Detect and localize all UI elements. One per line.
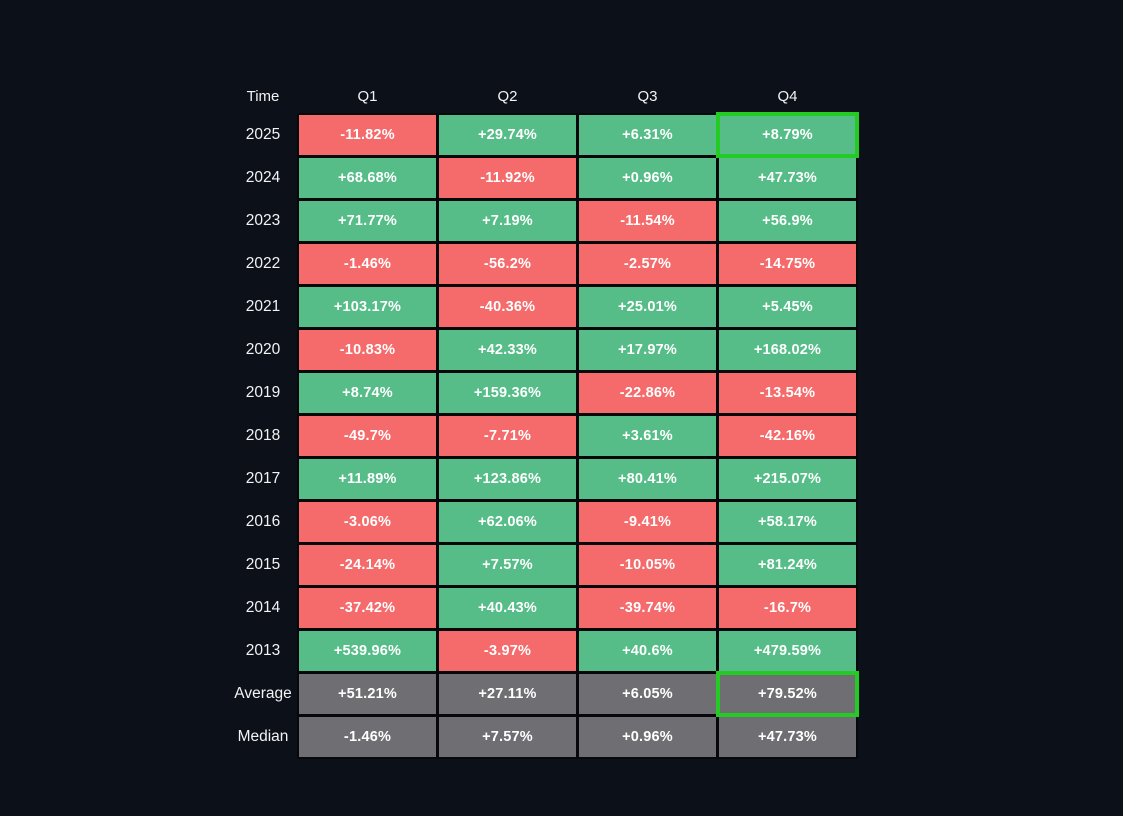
cell-2015-q1[interactable]: -24.14% [299, 545, 436, 585]
cell-2022-q4[interactable]: -14.75% [719, 244, 856, 284]
cell-2013-q2[interactable]: -3.97% [439, 631, 576, 671]
cell-2017-q1[interactable]: +11.89% [299, 459, 436, 499]
row-label-average: Average [234, 685, 292, 702]
row-label-2016: 2016 [245, 513, 281, 530]
cell-2024-q4[interactable]: +47.73% [719, 158, 856, 198]
row-label-2018: 2018 [245, 427, 281, 444]
cell-2020-q1[interactable]: -10.83% [299, 330, 436, 370]
cell-2021-q1[interactable]: +103.17% [299, 287, 436, 327]
cell-2014-q3[interactable]: -39.74% [579, 588, 716, 628]
col-header-q3: Q3 [637, 87, 658, 105]
cell-2015-q2[interactable]: +7.57% [439, 545, 576, 585]
cell-2023-q3[interactable]: -11.54% [579, 201, 716, 241]
cell-average-q2[interactable]: +27.11% [439, 674, 576, 714]
cell-median-q3[interactable]: +0.96% [579, 717, 716, 757]
cell-average-q4[interactable]: +79.52% [716, 671, 859, 717]
row-label-2013: 2013 [245, 642, 281, 659]
cell-2025-q3[interactable]: +6.31% [579, 115, 716, 155]
cell-2021-q3[interactable]: +25.01% [579, 287, 716, 327]
cell-median-q2[interactable]: +7.57% [439, 717, 576, 757]
cell-2014-q2[interactable]: +40.43% [439, 588, 576, 628]
cell-2016-q1[interactable]: -3.06% [299, 502, 436, 542]
cell-2023-q2[interactable]: +7.19% [439, 201, 576, 241]
row-label-2025: 2025 [245, 126, 281, 143]
col-header-q4: Q4 [777, 87, 798, 105]
col-header-q2: Q2 [497, 87, 518, 105]
cell-2016-q2[interactable]: +62.06% [439, 502, 576, 542]
cell-2019-q3[interactable]: -22.86% [579, 373, 716, 413]
cell-2019-q2[interactable]: +159.36% [439, 373, 576, 413]
cell-2014-q1[interactable]: -37.42% [299, 588, 436, 628]
cell-2024-q3[interactable]: +0.96% [579, 158, 716, 198]
cell-median-q4[interactable]: +47.73% [719, 717, 856, 757]
cell-2016-q4[interactable]: +58.17% [719, 502, 856, 542]
row-label-2021: 2021 [245, 298, 281, 315]
cell-median-q1[interactable]: -1.46% [299, 717, 436, 757]
cell-2017-q4[interactable]: +215.07% [719, 459, 856, 499]
cell-2020-q2[interactable]: +42.33% [439, 330, 576, 370]
cell-average-q3[interactable]: +6.05% [579, 674, 716, 714]
cell-2014-q4[interactable]: -16.7% [719, 588, 856, 628]
cell-2025-q4[interactable]: +8.79% [716, 112, 859, 158]
cell-2018-q2[interactable]: -7.71% [439, 416, 576, 456]
cell-2024-q1[interactable]: +68.68% [299, 158, 436, 198]
row-label-2023: 2023 [245, 212, 281, 229]
cell-2020-q3[interactable]: +17.97% [579, 330, 716, 370]
cell-2022-q1[interactable]: -1.46% [299, 244, 436, 284]
cell-2023-q4[interactable]: +56.9% [719, 201, 856, 241]
row-label-2014: 2014 [245, 599, 281, 616]
row-label-2019: 2019 [245, 384, 281, 401]
cell-average-q1[interactable]: +51.21% [299, 674, 436, 714]
cell-2019-q1[interactable]: +8.74% [299, 373, 436, 413]
cell-2018-q4[interactable]: -42.16% [719, 416, 856, 456]
row-label-2024: 2024 [245, 169, 281, 186]
quarterly-returns-heatmap: Time Q1 Q2 Q3 Q4 2025 -11.82% +29.74% +6.31% +8.… [230, 80, 859, 757]
time-column-header: Time [246, 87, 280, 105]
row-label-2015: 2015 [245, 556, 281, 573]
row-label-2020: 2020 [245, 341, 281, 358]
row-label-2022: 2022 [245, 255, 281, 272]
cell-2013-q1[interactable]: +539.96% [299, 631, 436, 671]
cell-2019-q4[interactable]: -13.54% [719, 373, 856, 413]
cell-2021-q4[interactable]: +5.45% [719, 287, 856, 327]
cell-2025-q1[interactable]: -11.82% [299, 115, 436, 155]
cell-2022-q2[interactable]: -56.2% [439, 244, 576, 284]
cell-2021-q2[interactable]: -40.36% [439, 287, 576, 327]
cell-2022-q3[interactable]: -2.57% [579, 244, 716, 284]
cell-2013-q3[interactable]: +40.6% [579, 631, 716, 671]
cell-2015-q4[interactable]: +81.24% [719, 545, 856, 585]
cell-2023-q1[interactable]: +71.77% [299, 201, 436, 241]
row-label-2017: 2017 [245, 470, 281, 487]
row-label-median: Median [237, 728, 289, 745]
cell-2015-q3[interactable]: -10.05% [579, 545, 716, 585]
cell-2016-q3[interactable]: -9.41% [579, 502, 716, 542]
cell-2018-q1[interactable]: -49.7% [299, 416, 436, 456]
cell-2017-q3[interactable]: +80.41% [579, 459, 716, 499]
cell-2018-q3[interactable]: +3.61% [579, 416, 716, 456]
cell-2020-q4[interactable]: +168.02% [719, 330, 856, 370]
cell-2025-q2[interactable]: +29.74% [439, 115, 576, 155]
cell-2017-q2[interactable]: +123.86% [439, 459, 576, 499]
cell-2024-q2[interactable]: -11.92% [439, 158, 576, 198]
cell-2013-q4[interactable]: +479.59% [719, 631, 856, 671]
col-header-q1: Q1 [357, 87, 378, 105]
